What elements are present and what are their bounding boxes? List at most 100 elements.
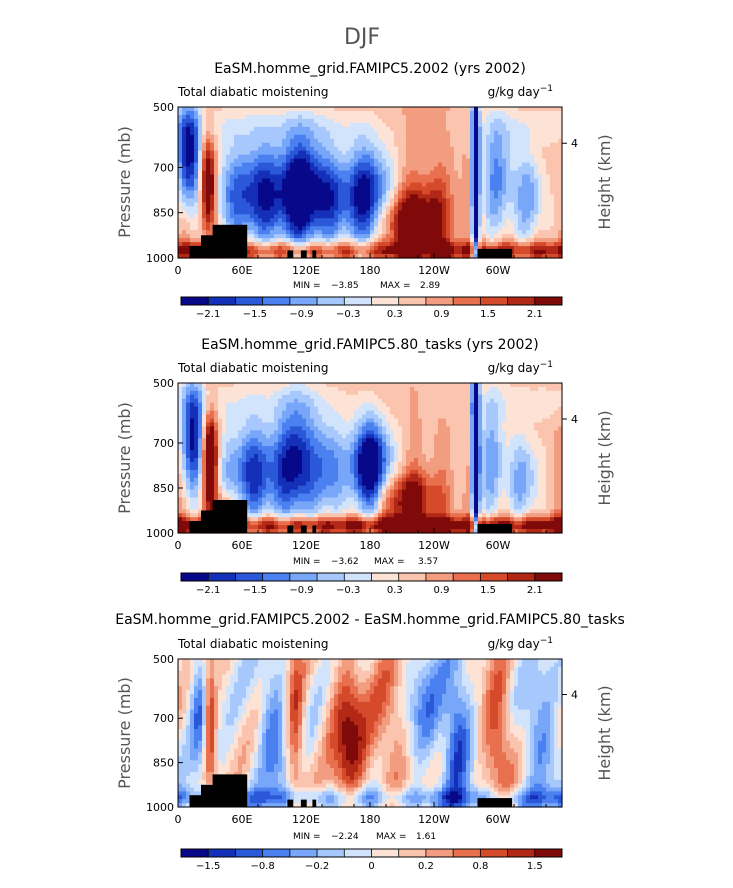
heatmap-cell (450, 190, 455, 196)
heatmap-cell (234, 162, 239, 168)
heatmap-cell (430, 174, 435, 180)
heatmap-cell (502, 166, 507, 172)
heatmap-cell (342, 390, 347, 396)
heatmap-cell (414, 107, 419, 112)
heatmap-cell (186, 130, 191, 136)
heatmap-cell (474, 383, 479, 388)
heatmap-cell (358, 383, 363, 388)
heatmap-cell (430, 230, 435, 235)
heatmap-cell (526, 238, 531, 243)
heatmap-cell (270, 150, 275, 156)
heatmap-cell (358, 226, 363, 231)
heatmap-cell (418, 138, 423, 144)
heatmap-cell (262, 426, 267, 431)
heatmap-cell (378, 110, 383, 116)
heatmap-cell (338, 190, 343, 196)
heatmap-cell (270, 114, 275, 120)
heatmap-cell (394, 134, 399, 140)
heatmap-cell (402, 130, 407, 136)
heatmap-cell (446, 254, 451, 259)
heatmap-cell (514, 118, 519, 124)
heatmap-cell (370, 238, 375, 243)
heatmap-cell (478, 194, 483, 199)
heatmap-cell (514, 214, 519, 219)
heatmap-cell (378, 426, 383, 431)
heatmap-cell (318, 422, 323, 428)
heatmap-cell (254, 250, 259, 255)
heatmap-cell (446, 114, 451, 120)
heatmap-cell (442, 134, 447, 140)
heatmap-cell (422, 114, 427, 120)
heatmap-cell (306, 250, 311, 255)
heatmap-cell (262, 250, 267, 255)
heatmap-cell (206, 222, 211, 227)
heatmap-cell (226, 430, 231, 435)
heatmap-cell (446, 414, 451, 420)
heatmap-cell (278, 178, 283, 184)
heatmap-cell (286, 222, 291, 227)
heatmap-cell (438, 150, 443, 156)
heatmap-cell (430, 394, 435, 400)
heatmap-cell (318, 110, 323, 116)
heatmap-cell (294, 234, 299, 239)
heatmap-cell (258, 418, 263, 424)
heatmap-cell (198, 390, 203, 396)
heatmap-cell (546, 170, 551, 176)
heatmap-cell (298, 166, 303, 172)
heatmap-cell (474, 390, 479, 396)
heatmap-cell (314, 406, 319, 412)
heatmap-cell (422, 198, 427, 203)
heatmap-cell (518, 142, 523, 148)
heatmap-cell (502, 134, 507, 140)
heatmap-cell (530, 430, 535, 435)
heatmap-cell (506, 210, 511, 215)
heatmap-cell (474, 166, 479, 172)
heatmap-cell (382, 107, 387, 112)
heatmap-cell (210, 430, 215, 435)
heatmap-cell (342, 154, 347, 160)
heatmap-cell (214, 210, 219, 215)
heatmap-cell (418, 410, 423, 416)
heatmap-cell (466, 430, 471, 435)
heatmap-cell (466, 134, 471, 140)
heatmap-cell (242, 194, 247, 199)
heatmap-cell (402, 134, 407, 140)
heatmap-cell (270, 214, 275, 219)
heatmap-cell (182, 138, 187, 144)
heatmap-cell (426, 383, 431, 388)
heatmap-cell (442, 122, 447, 128)
heatmap-cell (558, 210, 563, 215)
heatmap-cell (498, 210, 503, 215)
heatmap-cell (338, 182, 343, 188)
heatmap-cell (354, 246, 359, 251)
heatmap-cell (278, 146, 283, 152)
heatmap-cell (262, 110, 267, 116)
heatmap-cell (246, 166, 251, 172)
heatmap-cell (210, 126, 215, 132)
heatmap-cell (546, 130, 551, 136)
heatmap-cell (330, 118, 335, 124)
heatmap-cell (278, 150, 283, 156)
heatmap-cell (194, 107, 199, 112)
heatmap-cell (354, 210, 359, 215)
heatmap-cell (198, 383, 203, 388)
colorbar-swatch (534, 297, 563, 305)
heatmap-cell (366, 190, 371, 196)
heatmap-cell (386, 194, 391, 199)
heatmap-cell (218, 138, 223, 144)
heatmap-cell (394, 250, 399, 255)
heatmap-cell (558, 406, 563, 412)
heatmap-cell (246, 194, 251, 199)
heatmap-cell (262, 386, 267, 392)
heatmap-cell (458, 150, 463, 156)
heatmap-cell (482, 107, 487, 112)
heatmap-cell (398, 126, 403, 132)
heatmap-cell (314, 414, 319, 420)
heatmap-cell (418, 178, 423, 184)
heatmap-cell (270, 410, 275, 416)
heatmap-cell (266, 110, 271, 116)
heatmap-cell (430, 118, 435, 124)
heatmap-cell (458, 166, 463, 172)
heatmap-cell (350, 146, 355, 152)
heatmap-cell (378, 383, 383, 388)
